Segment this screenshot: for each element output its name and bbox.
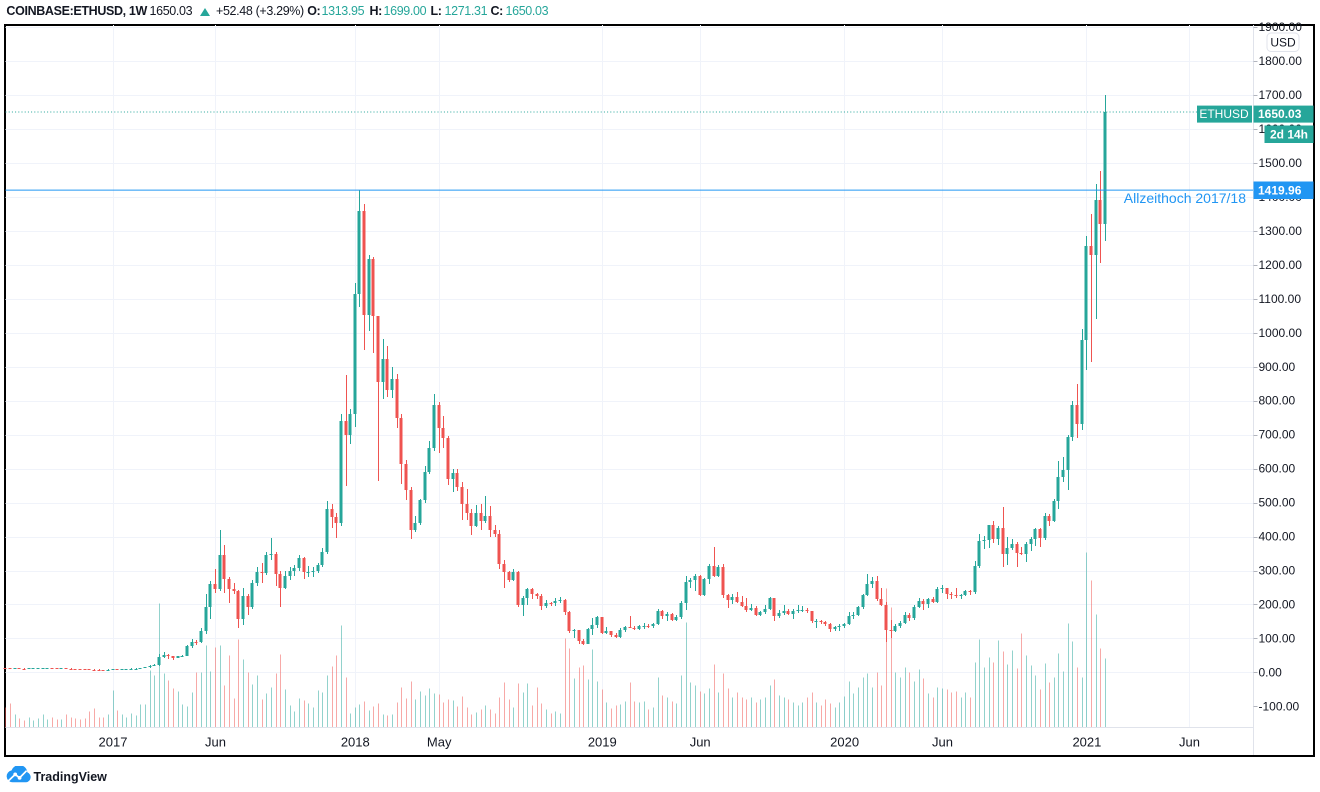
svg-text:2020: 2020	[830, 735, 859, 750]
svg-text:1100.00: 1100.00	[1259, 292, 1302, 306]
svg-text:1419.96: 1419.96	[1258, 184, 1302, 198]
svg-text:ETHUSD: ETHUSD	[1199, 107, 1249, 121]
svg-text:1700.00: 1700.00	[1259, 88, 1303, 102]
svg-text:Allzeithoch 2017/18: Allzeithoch 2017/18	[1124, 190, 1246, 206]
svg-text:100.00: 100.00	[1259, 631, 1296, 645]
svg-text:2021: 2021	[1072, 735, 1101, 750]
svg-text:1500.00: 1500.00	[1259, 156, 1303, 170]
svg-text:Jun: Jun	[1179, 735, 1200, 750]
svg-text:200.00: 200.00	[1259, 598, 1296, 612]
svg-text:Jun: Jun	[690, 735, 711, 750]
svg-text:1300.00: 1300.00	[1259, 224, 1303, 238]
svg-text:TradingView: TradingView	[34, 770, 108, 784]
svg-text:1800.00: 1800.00	[1259, 54, 1303, 68]
svg-text:Jun: Jun	[932, 735, 953, 750]
svg-text:800.00: 800.00	[1259, 394, 1296, 408]
svg-text:700.00: 700.00	[1259, 428, 1296, 442]
svg-text:600.00: 600.00	[1259, 462, 1296, 476]
svg-text:500.00: 500.00	[1259, 496, 1296, 510]
svg-text:0.00: 0.00	[1259, 665, 1283, 679]
svg-text:1650.03: 1650.03	[1258, 107, 1302, 121]
svg-text:-100.00: -100.00	[1259, 699, 1300, 713]
svg-text:May: May	[427, 735, 452, 750]
svg-text:USD: USD	[1270, 36, 1296, 50]
svg-text:2018: 2018	[341, 735, 370, 750]
svg-text:400.00: 400.00	[1259, 530, 1296, 544]
svg-text:2d 14h: 2d 14h	[1270, 128, 1308, 142]
svg-text:300.00: 300.00	[1259, 564, 1296, 578]
svg-text:2019: 2019	[588, 735, 617, 750]
svg-text:1900.00: 1900.00	[1259, 20, 1303, 34]
svg-text:1200.00: 1200.00	[1259, 258, 1303, 272]
svg-text:Jun: Jun	[205, 735, 226, 750]
svg-text:1000.00: 1000.00	[1259, 326, 1303, 340]
svg-text:2017: 2017	[99, 735, 128, 750]
svg-text:900.00: 900.00	[1259, 360, 1296, 374]
